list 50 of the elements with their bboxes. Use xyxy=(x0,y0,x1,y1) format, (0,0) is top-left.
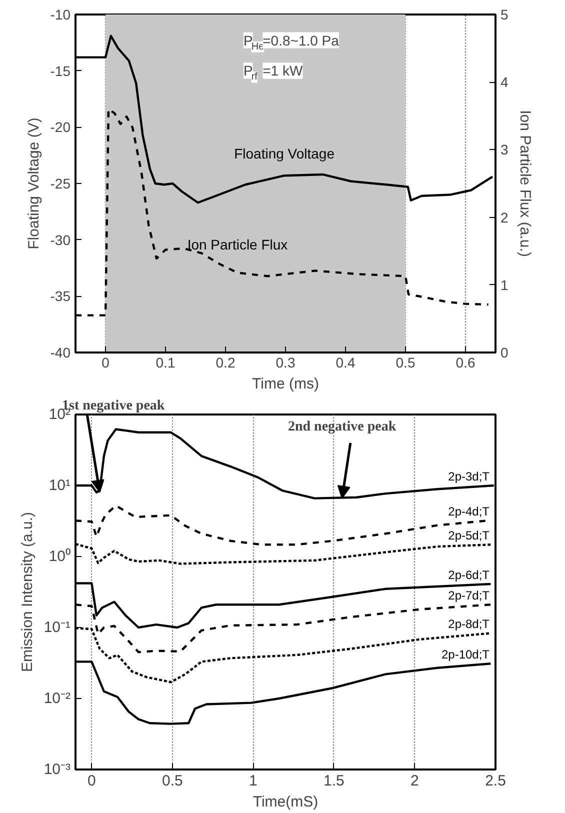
series-label: 2p-5d;T xyxy=(448,528,490,543)
y2-tick-label: 3 xyxy=(500,142,508,158)
y2-tick-label: 0 xyxy=(500,344,508,360)
x-tick-label: 0 xyxy=(102,354,110,370)
y2-tick-label: 4 xyxy=(500,74,508,90)
x-tick-label: 0.3 xyxy=(276,354,296,370)
series-label: 2p-4d;T xyxy=(448,504,490,519)
x-axis-title: Time(mS) xyxy=(252,794,318,810)
x-tick-label: 1 xyxy=(249,772,258,790)
line-series xyxy=(76,34,494,204)
series-label: Ion Particle Flux xyxy=(187,236,288,253)
y-tick-label: -25 xyxy=(50,176,71,192)
x-axis-title: Time (ms) xyxy=(252,376,319,392)
y-tick-label: -30 xyxy=(50,232,71,248)
x-tick-label: 2 xyxy=(410,772,419,790)
y-tick-label: 10¹ xyxy=(48,477,71,494)
x-tick-label: 0 xyxy=(87,772,96,790)
y2-axis-title: Ion Particle Flux (a.u.) xyxy=(516,110,534,257)
y-tick-label: -15 xyxy=(50,62,71,79)
y-tick-label: -35 xyxy=(50,288,71,304)
x-tick-label: 0.4 xyxy=(336,354,356,370)
x-tick-label: 0.6 xyxy=(456,354,476,370)
y-axis-title: Emission Intensity (a.u.) xyxy=(18,512,36,672)
x-tick-label: 0.1 xyxy=(156,354,176,370)
y-tick-label: 10⁻³ xyxy=(44,761,71,778)
y-tick-label: -20 xyxy=(50,119,71,136)
line-series xyxy=(76,542,492,565)
series-label: 2p-8d;T xyxy=(448,617,490,632)
y2-tick-label: 5 xyxy=(500,6,508,22)
series-label: Floating Voltage xyxy=(234,146,335,162)
y-tick-label: -10 xyxy=(50,6,71,22)
x-tick-label: 2.5 xyxy=(485,772,506,790)
y-axis-title: Floating Voltage (V) xyxy=(25,118,42,250)
x-tick-label: 0.5 xyxy=(396,354,416,370)
line-series xyxy=(76,108,490,316)
series-label: 2p-3d;T xyxy=(448,470,490,484)
x-tick-label: 1.5 xyxy=(324,772,344,790)
y-tick-label: 10⁻¹ xyxy=(44,619,71,636)
line-series xyxy=(76,660,492,725)
y2-tick-label: 1 xyxy=(500,276,508,293)
series-label: 2p-10d;T xyxy=(441,648,490,662)
y-tick-label: 10⁻² xyxy=(44,690,71,707)
series-label: 2p-7d;T xyxy=(448,588,490,603)
annotation: 2nd negative peak xyxy=(288,420,396,434)
x-tick-label: 0.5 xyxy=(162,772,183,790)
series-label: 2p-6d;T xyxy=(448,568,490,582)
y-tick-label: 10⁰ xyxy=(48,548,71,565)
y-tick-label: -40 xyxy=(50,344,71,360)
y2-tick-label: 2 xyxy=(500,209,508,226)
x-tick-label: 0.2 xyxy=(216,354,236,370)
